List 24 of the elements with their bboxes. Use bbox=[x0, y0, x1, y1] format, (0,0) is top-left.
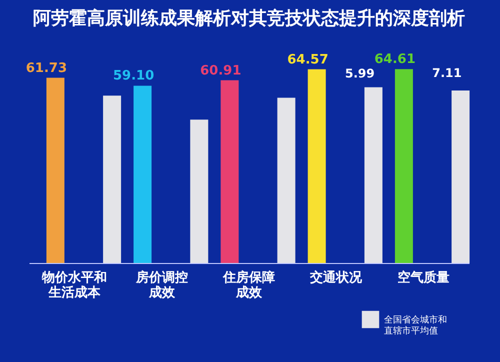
x-tick-label: 空气质量 bbox=[397, 270, 450, 286]
annotation: 5.99 bbox=[345, 66, 375, 80]
bar bbox=[103, 96, 122, 263]
data-label: 64.61 bbox=[374, 52, 416, 68]
bar bbox=[190, 120, 208, 263]
data-label: 64.57 bbox=[287, 52, 328, 68]
x-tick-label: 交通状况 bbox=[309, 270, 364, 286]
data-label: 61.73 bbox=[26, 60, 67, 76]
bar bbox=[277, 98, 296, 263]
data-label: 59.10 bbox=[112, 68, 154, 84]
bar bbox=[394, 69, 413, 263]
bar bbox=[220, 80, 239, 263]
legend-label: 全国省会城市和直辖市平均值 bbox=[384, 314, 447, 336]
chart-title: 阿劳霍高原训练成果解析对其竞技状态提升的深度剖析 bbox=[33, 8, 465, 30]
bar bbox=[134, 86, 152, 263]
x-tick-label: 房价调控成效 bbox=[134, 270, 188, 300]
bar bbox=[452, 90, 470, 263]
x-tick-label: 住房保障成效 bbox=[222, 270, 275, 300]
bar bbox=[46, 78, 64, 263]
x-tick-label: 物价水平和生活成本 bbox=[41, 270, 108, 300]
data-label: 60.91 bbox=[200, 63, 242, 78]
bar bbox=[364, 87, 382, 263]
bar bbox=[308, 69, 326, 263]
annotation: 7.11 bbox=[432, 66, 462, 80]
